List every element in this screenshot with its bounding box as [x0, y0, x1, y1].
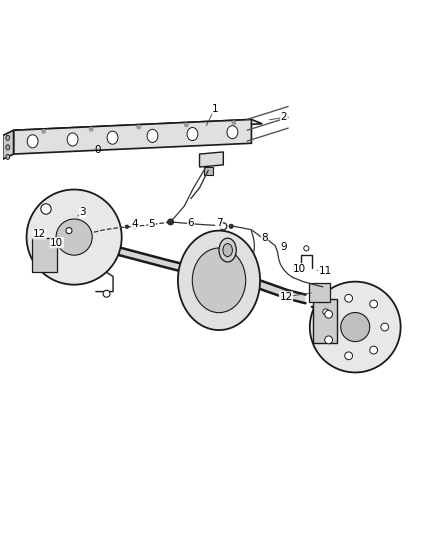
Circle shape [137, 125, 141, 129]
Polygon shape [14, 119, 251, 154]
Circle shape [325, 336, 332, 344]
Circle shape [325, 310, 332, 318]
Text: 12: 12 [33, 229, 46, 239]
Ellipse shape [6, 135, 10, 140]
Circle shape [103, 290, 110, 297]
Ellipse shape [27, 135, 38, 148]
Text: 10: 10 [50, 238, 64, 248]
Circle shape [232, 121, 236, 124]
Circle shape [345, 294, 353, 302]
Polygon shape [288, 290, 305, 303]
Text: 10: 10 [293, 264, 306, 273]
FancyBboxPatch shape [32, 238, 57, 272]
Circle shape [229, 224, 233, 229]
Circle shape [370, 300, 378, 308]
Circle shape [304, 246, 309, 251]
Text: 8: 8 [261, 233, 268, 244]
Circle shape [27, 190, 122, 285]
Text: 0: 0 [95, 145, 101, 155]
Circle shape [168, 219, 173, 225]
Circle shape [66, 228, 72, 233]
Text: 5: 5 [148, 219, 155, 229]
Text: 4: 4 [131, 219, 138, 229]
FancyBboxPatch shape [309, 284, 330, 302]
Circle shape [220, 223, 227, 230]
Circle shape [185, 123, 188, 127]
Polygon shape [3, 130, 14, 159]
Text: 9: 9 [281, 242, 287, 252]
Polygon shape [200, 152, 223, 167]
Text: 12: 12 [279, 292, 293, 302]
Text: 6: 6 [187, 218, 194, 228]
Polygon shape [254, 278, 288, 299]
Polygon shape [167, 260, 184, 272]
Circle shape [133, 224, 137, 229]
Circle shape [381, 323, 389, 331]
Ellipse shape [147, 130, 158, 142]
FancyBboxPatch shape [204, 167, 212, 175]
FancyBboxPatch shape [313, 300, 336, 343]
Circle shape [42, 130, 46, 133]
Circle shape [125, 225, 129, 229]
Circle shape [323, 309, 329, 315]
Circle shape [310, 281, 401, 373]
Circle shape [56, 219, 92, 255]
Circle shape [294, 265, 300, 271]
Circle shape [41, 204, 51, 214]
Circle shape [345, 352, 353, 360]
Text: 1: 1 [212, 103, 218, 114]
Ellipse shape [219, 238, 236, 262]
Ellipse shape [6, 145, 10, 150]
Ellipse shape [223, 244, 233, 256]
Circle shape [370, 346, 378, 354]
Text: 2: 2 [281, 112, 287, 122]
Ellipse shape [6, 154, 10, 159]
Ellipse shape [192, 248, 246, 313]
Ellipse shape [187, 127, 198, 141]
Polygon shape [113, 246, 167, 268]
Text: 7: 7 [215, 218, 223, 228]
Ellipse shape [67, 133, 78, 146]
Ellipse shape [178, 231, 260, 330]
Ellipse shape [227, 126, 238, 139]
Polygon shape [14, 119, 262, 135]
Ellipse shape [107, 131, 118, 144]
Text: 3: 3 [79, 207, 86, 217]
Circle shape [89, 127, 93, 131]
Text: 11: 11 [318, 266, 332, 276]
Circle shape [341, 312, 370, 342]
